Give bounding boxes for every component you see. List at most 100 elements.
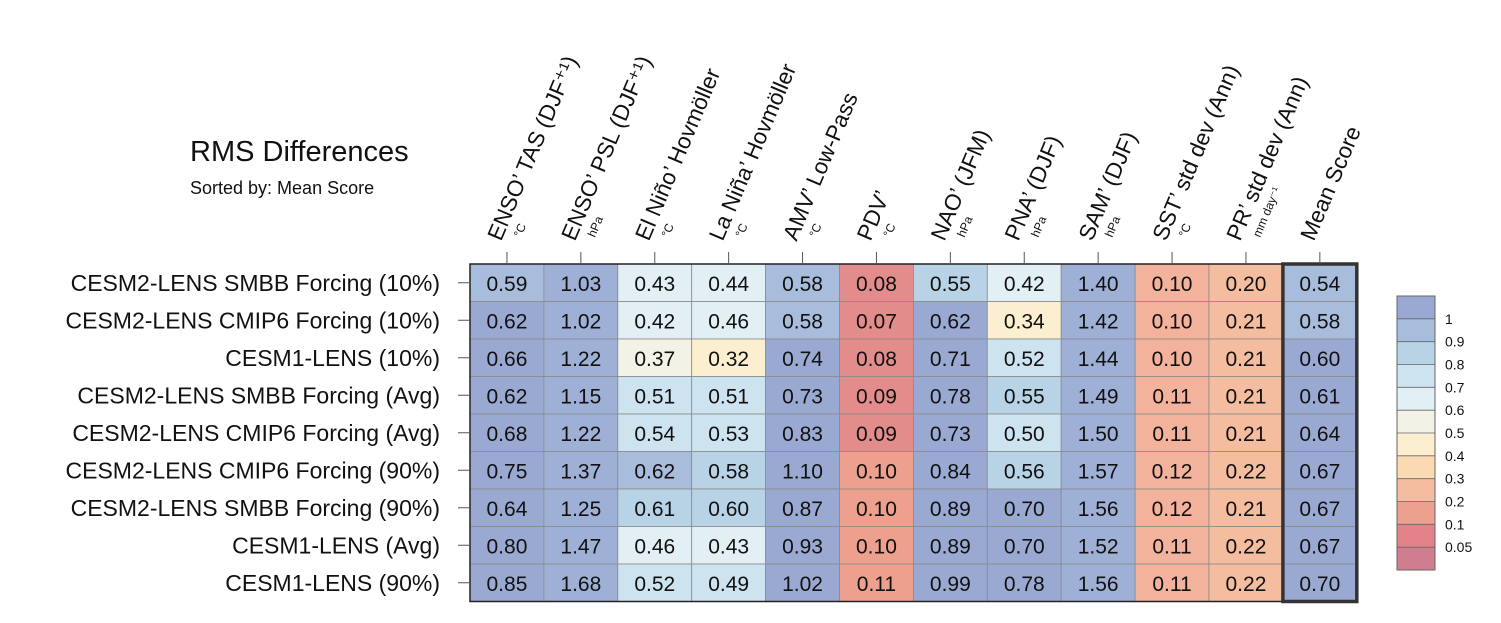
heatmap-cell — [1282, 563, 1358, 602]
heatmap-cell — [691, 488, 767, 527]
cell-value: 1.40 — [1078, 273, 1119, 296]
cell-value: 0.11 — [1152, 535, 1191, 558]
heatmap-cell — [617, 413, 693, 452]
cell-value: 0.59 — [487, 273, 528, 296]
heatmap-cell — [986, 451, 1062, 490]
heatmap-cell — [765, 301, 840, 340]
heatmap-cell — [691, 413, 767, 452]
cell-value: 0.70 — [1004, 535, 1045, 558]
cell-value: 0.42 — [1004, 273, 1045, 296]
heatmap-cell — [543, 301, 619, 340]
cell-value: 0.21 — [1226, 385, 1267, 408]
cell-value: 0.74 — [782, 348, 823, 371]
cell-value: 0.62 — [487, 385, 528, 408]
colorbar-segment — [1397, 296, 1435, 319]
cell-value: 0.60 — [1299, 348, 1340, 371]
heatmap-cell — [986, 488, 1062, 527]
cell-value: 0.10 — [856, 535, 897, 558]
cell-value: 0.67 — [1299, 498, 1340, 521]
cell-value: 0.11 — [1152, 573, 1191, 596]
cell-value: 0.32 — [708, 348, 749, 371]
row-label: CESM2-LENS CMIP6 Forcing (90%) — [66, 457, 441, 483]
heatmap-cell — [543, 563, 619, 602]
cell-value: 0.56 — [1004, 460, 1045, 483]
cell-value: 0.68 — [487, 423, 528, 446]
heatmap-cell — [1060, 563, 1136, 602]
heatmap-cell — [1208, 488, 1284, 527]
colorbar-segment — [1397, 524, 1435, 548]
heatmap-cell — [617, 376, 693, 415]
cell-value: 1.22 — [560, 348, 601, 371]
cell-value: 0.21 — [1226, 348, 1267, 371]
column-label: Mean Score — [1295, 123, 1365, 244]
cell-value: 0.70 — [1299, 573, 1340, 596]
cell-value: 0.78 — [930, 385, 971, 408]
heatmap-cell — [469, 376, 545, 415]
heatmap-cell — [765, 451, 840, 490]
heatmap-cell — [1208, 563, 1284, 602]
cell-value: 0.84 — [930, 460, 971, 483]
heatmap-cell — [1134, 563, 1210, 602]
heatmap-cell — [1134, 263, 1210, 302]
cell-value: 0.43 — [708, 535, 749, 558]
colorbar-segment — [1397, 501, 1435, 525]
row-label: CESM2-LENS CMIP6 Forcing (Avg) — [72, 420, 440, 446]
cell-value: 0.10 — [856, 460, 897, 483]
heatmap-cell — [765, 526, 840, 565]
heatmap-cell — [1134, 526, 1210, 565]
cell-value: 0.58 — [1299, 310, 1340, 333]
colorbar-label: 1 — [1445, 311, 1453, 327]
cell-value: 1.68 — [560, 573, 601, 596]
cell-value: 1.56 — [1078, 573, 1119, 596]
colorbar-label: 0.5 — [1445, 425, 1465, 441]
heatmap-cell — [913, 451, 988, 490]
colorbar-segment — [1397, 387, 1435, 411]
cell-value: 0.64 — [487, 498, 528, 521]
heatmap-cell — [839, 413, 914, 452]
heatmap-cell — [986, 526, 1062, 565]
heatmap-cell — [469, 451, 545, 490]
cell-value: 0.22 — [1226, 460, 1267, 483]
heatmap-cell — [839, 563, 914, 602]
row-label: CESM1-LENS (Avg) — [232, 532, 440, 558]
cell-value: 0.46 — [634, 535, 675, 558]
cell-value: 1.50 — [1078, 423, 1119, 446]
heatmap-cell — [913, 301, 988, 340]
cell-value: 0.78 — [1004, 573, 1045, 596]
heatmap-cell — [543, 338, 619, 377]
heatmap-cell — [1134, 338, 1210, 377]
colorbar-segment — [1397, 455, 1435, 479]
heatmap-cell — [543, 526, 619, 565]
heatmap-cell — [691, 451, 767, 490]
heatmap-cell — [617, 301, 693, 340]
heatmap-cell — [1208, 301, 1284, 340]
row-label: CESM2-LENS CMIP6 Forcing (10%) — [66, 307, 441, 333]
cell-value: 0.89 — [930, 535, 971, 558]
heatmap-cell — [617, 338, 693, 377]
cell-value: 0.10 — [1152, 273, 1193, 296]
heatmap-cell — [691, 301, 767, 340]
cell-value: 0.10 — [856, 498, 897, 521]
cell-value: 0.50 — [1004, 423, 1045, 446]
cell-value: 0.62 — [487, 310, 528, 333]
colorbar-segment — [1397, 410, 1435, 433]
cell-value: 0.21 — [1226, 498, 1267, 521]
heatmap-cell — [691, 526, 767, 565]
heatmap-cell — [1134, 413, 1210, 452]
cell-value: 0.93 — [782, 535, 823, 558]
cell-value: 0.52 — [1004, 348, 1045, 371]
cell-value: 0.87 — [782, 498, 823, 521]
cell-value: 0.83 — [782, 423, 823, 446]
column-unit-group: °C — [880, 221, 898, 239]
cell-value: 0.61 — [1299, 385, 1340, 408]
heatmap-cell — [1282, 301, 1358, 340]
heatmap-cell — [1060, 451, 1136, 490]
cell-value: 0.11 — [1152, 385, 1191, 408]
heatmap-cell — [1060, 526, 1136, 565]
heatmap-cell — [1134, 376, 1210, 415]
cell-value: 0.89 — [930, 498, 971, 521]
row-label: CESM2-LENS SMBB Forcing (Avg) — [77, 382, 440, 408]
heatmap-cell — [617, 563, 693, 602]
cell-value: 0.55 — [1004, 385, 1045, 408]
row-label: CESM1-LENS (90%) — [225, 570, 440, 596]
